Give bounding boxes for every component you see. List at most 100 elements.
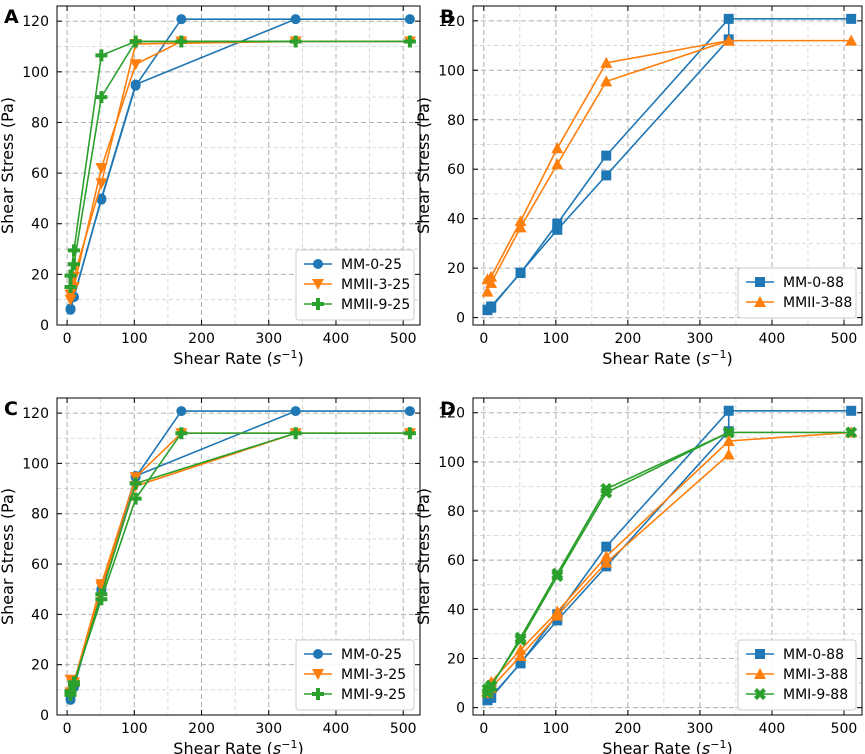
panel-a-ytick-label: 0 xyxy=(40,318,49,334)
panel-a-ytick-label: 60 xyxy=(31,166,49,182)
panel-a-ytick-label: 120 xyxy=(22,14,49,30)
panel-d-series-2 xyxy=(481,426,858,699)
panel-a-data-point xyxy=(95,178,108,190)
panel-d-data-point xyxy=(722,448,735,460)
panel-c-data-point xyxy=(95,593,108,606)
panel-c-xtick-label: 0 xyxy=(63,721,72,737)
panel-c-ytick-label: 60 xyxy=(31,557,49,573)
panel-a-data-point xyxy=(176,14,187,25)
panel-d-data-point xyxy=(551,605,564,617)
panel-d-data-point xyxy=(601,541,612,552)
panel-d: 0 100 200 300 400 500 0 20 40 60 80 100 120 Shear Rat… xyxy=(414,397,863,754)
panel-a-data-point xyxy=(64,294,77,306)
panel-c-legend-marker xyxy=(312,688,324,700)
panel-b-data-point xyxy=(551,142,564,154)
panel-d-data-point xyxy=(485,680,498,693)
panel-d-data-point xyxy=(846,405,857,416)
panel-d-legend-marker xyxy=(754,688,766,700)
panel-a-legend-box xyxy=(295,249,415,321)
panel-c-legend-marker xyxy=(312,669,324,680)
panel-a-legend-label: MMII-9-25 xyxy=(341,297,410,313)
panel-a-xlabel: Shear Rate (s−1) xyxy=(173,348,303,368)
panel-a-data-point xyxy=(95,163,108,175)
panel-b-ytick-label: 100 xyxy=(438,63,465,79)
panel-d-data-point xyxy=(600,482,613,495)
panel-d-ytick-label: 40 xyxy=(447,602,465,618)
panel-a-data-point xyxy=(403,35,416,48)
panel-b-ytick-label: 80 xyxy=(447,113,465,129)
panel-b-series-return-line xyxy=(486,39,729,285)
panel-b-data-point xyxy=(486,301,497,312)
panel-b-data-point xyxy=(485,270,498,282)
panel-d-data-point xyxy=(845,426,858,439)
panel-c-letter: C xyxy=(4,398,18,420)
panel-b-ytick-label: 60 xyxy=(447,162,465,178)
panel-a-ytick-label: 40 xyxy=(31,217,49,233)
panel-a-xtick-label: 100 xyxy=(121,331,148,347)
panel-a-xtick-label: 400 xyxy=(323,331,350,347)
panel-a-data-point xyxy=(404,14,415,25)
panel-b-series-0 xyxy=(482,13,857,316)
panel-c-legend-box xyxy=(295,639,415,711)
panel-a-data-point xyxy=(129,59,142,71)
panel-b-grid xyxy=(473,6,862,325)
panel-a-series-2 xyxy=(64,35,416,294)
panel-a-data-point xyxy=(95,49,108,62)
panel-b: 0 100 200 300 400 500 0 20 40 60 80 100 120 Shear Rat… xyxy=(414,5,863,368)
panel-c-xtick-label: 100 xyxy=(121,721,148,737)
panel-a-data-point xyxy=(67,244,80,257)
panel-d-data-point xyxy=(722,435,735,447)
panel-a-data-point xyxy=(289,35,302,48)
panel-a-axes-frame xyxy=(56,5,421,326)
panel-a-letter: A xyxy=(4,6,19,28)
panel-a-data-point xyxy=(95,91,108,104)
panel-d-data-point xyxy=(723,405,734,416)
panel-b-data-point xyxy=(481,285,494,297)
panel-d-xtick-label: 500 xyxy=(831,721,858,737)
panel-b-series-1 xyxy=(481,34,858,297)
panel-c-xtick-label: 200 xyxy=(188,721,215,737)
panel-a-data-point xyxy=(290,14,301,25)
panel-b-data-point xyxy=(845,34,858,46)
panel-b-data-point xyxy=(600,56,613,68)
panel-a-legend: MM-0-25 MMII-3-25 MMII-9-25 xyxy=(295,249,415,321)
panel-d-ytick-label: 80 xyxy=(447,504,465,520)
panel-c-series-return-line xyxy=(69,410,296,701)
panel-c-xlabel: Shear Rate (s−1) xyxy=(173,738,303,754)
panel-c-legend-label: MMI-3-25 xyxy=(341,667,406,683)
panel-c-series-return-line xyxy=(69,432,296,687)
panel-b-series-line xyxy=(486,18,852,311)
panel-c-series-2 xyxy=(64,427,416,701)
panel-b-data-point xyxy=(600,75,613,87)
panel-b-data-point xyxy=(601,150,612,161)
panel-b-data-point xyxy=(722,34,735,46)
panel-c-data-point xyxy=(404,406,415,417)
panel-d-ytick-label: 20 xyxy=(447,651,465,667)
panel-b-ytick-label: 120 xyxy=(438,14,465,30)
panel-c-xtick-label: 500 xyxy=(390,721,417,737)
panel-d-data-point xyxy=(600,550,613,562)
panel-a-xtick-label: 0 xyxy=(63,331,72,347)
panel-b-legend-marker xyxy=(755,277,765,287)
panel-a-legend-label: MMII-3-25 xyxy=(341,277,410,293)
panel-c-legend-label: MMI-9-25 xyxy=(341,687,406,703)
panel-b-legend-label: MMII-3-88 xyxy=(783,295,852,311)
panel-d-xtick-label: 0 xyxy=(479,721,488,737)
panel-c-legend: MM-0-25 MMI-3-25 MMI-9-25 xyxy=(295,639,415,711)
panel-c-ytick-label: 80 xyxy=(31,507,49,523)
panel-d-data-point xyxy=(515,658,526,669)
panel-a-xtick-label: 200 xyxy=(188,331,215,347)
panel-a-legend-label: MM-0-25 xyxy=(341,257,402,273)
panel-c-data-point xyxy=(129,492,142,505)
panel-b-data-point xyxy=(846,13,857,24)
panel-b-letter: B xyxy=(440,6,454,28)
panel-b-axes-frame xyxy=(472,5,863,326)
panel-c-ytick-label: 120 xyxy=(22,406,49,422)
panel-c-ytick-label: 20 xyxy=(31,658,49,674)
panel-b-legend: MM-0-88 MMII-3-88 xyxy=(737,267,857,319)
panel-d-xtick-label: 300 xyxy=(687,721,714,737)
panel-d-legend-label: MM-0-88 xyxy=(783,647,844,663)
panel-d-legend-marker xyxy=(755,649,765,659)
panel-d-legend-label: MMI-3-88 xyxy=(783,667,848,683)
panel-c-data-point xyxy=(289,427,302,440)
